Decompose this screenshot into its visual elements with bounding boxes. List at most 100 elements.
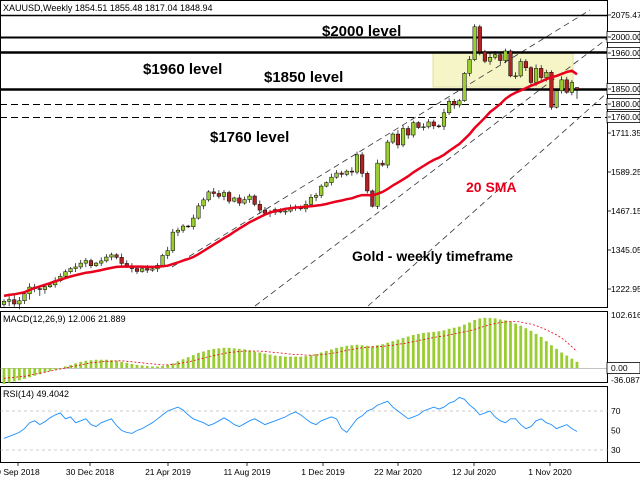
candle-body [477,26,482,53]
time-tick-label: 30 Dec 2018 [66,467,114,477]
macd-pane-header: MACD(12,26,9) 12.006 21.889 [3,314,126,324]
candle-body [201,199,206,207]
candle [242,196,247,205]
macd-bar [498,319,502,368]
candle-body [319,185,324,196]
candle [68,266,73,274]
annotation-2000-level: $2000 level [322,23,401,40]
time-tick: 1 Dec 2019 [301,462,345,477]
candle-body [42,286,47,290]
candle-body [12,299,17,305]
macd-bar [89,360,93,368]
candle-body [211,191,216,194]
candle [498,51,503,65]
macd-bar [376,345,379,368]
time-tick: 21 Apr 2019 [145,462,191,477]
candle-body [436,125,441,127]
candle [78,259,83,270]
candle [487,53,493,65]
macd-bar [222,347,226,368]
macd-bar [442,330,446,368]
candle-body [22,293,27,302]
candles-group [1,24,580,310]
candle-body [78,262,83,268]
candle-body [354,154,360,173]
macd-bar [156,366,159,368]
price-tick-label: 1467.15 [611,206,640,216]
candle-body [145,268,150,271]
candle [436,124,441,129]
candle [344,169,349,177]
candle-body [181,225,186,231]
price-tick: 1589.25 [608,167,640,177]
candle-body [257,204,262,211]
candle-body [7,299,12,302]
macd-tick-label: 0.00 [611,363,628,373]
candle-body [247,195,252,200]
candle-body [140,268,145,272]
rsi-tick-label: 70 [611,406,621,416]
macd-bar [483,317,487,368]
candle [370,189,375,208]
candle-body [88,260,94,266]
candle [308,194,314,207]
candle [247,193,252,203]
candle [411,120,416,138]
candle-body [134,268,140,272]
candle-body [308,197,314,205]
macd-bar [135,364,139,368]
macd-bar [2,368,6,385]
price-tick: 1800.00 [606,98,640,110]
macd-bar [12,368,16,382]
candle-body [339,172,344,175]
candle [569,80,574,96]
candle-body [94,262,99,266]
macd-bar [120,361,124,368]
candle-body [569,82,574,93]
level-lines [0,14,608,118]
rsi-tick: 50 [611,426,621,436]
macd-bar [140,365,144,368]
candle [380,160,385,167]
macd-bar [207,349,211,368]
candle [375,159,380,210]
candle-body [73,266,78,269]
macd-bar [381,344,384,368]
candle [508,49,513,78]
macd-bar [161,365,164,368]
macd-bar [150,366,154,368]
candle-body [99,260,104,264]
candle [518,58,523,78]
macd-bar [560,352,564,368]
macd-bar [63,366,67,368]
candle [416,121,421,129]
candle [539,65,544,80]
macd-bar [110,360,113,368]
macd-tick: -36.087 [611,375,640,385]
candle [324,181,329,188]
macd-bar [304,356,308,368]
macd-bar [7,368,11,383]
time-tick-label: 1 Nov 2020 [528,467,572,477]
macd-bar [417,333,420,368]
candle-body [452,101,457,106]
macd-bar [212,348,216,368]
candle-body [324,182,329,187]
macd-bar [48,368,52,372]
macd-bar [539,337,543,368]
macd-tick-box [606,362,640,374]
macd-bar [171,363,175,368]
candle-body [467,59,472,74]
candle-body [503,50,508,61]
candle [395,130,400,149]
candle [554,89,559,109]
macd-bar [263,353,267,368]
rsi-tick: 70 [611,406,621,416]
candle [472,24,477,62]
price-tick: 2075.47 [608,10,640,20]
candle [426,118,431,129]
candle [441,108,447,130]
candle [17,297,22,310]
macd-bar [38,368,42,375]
